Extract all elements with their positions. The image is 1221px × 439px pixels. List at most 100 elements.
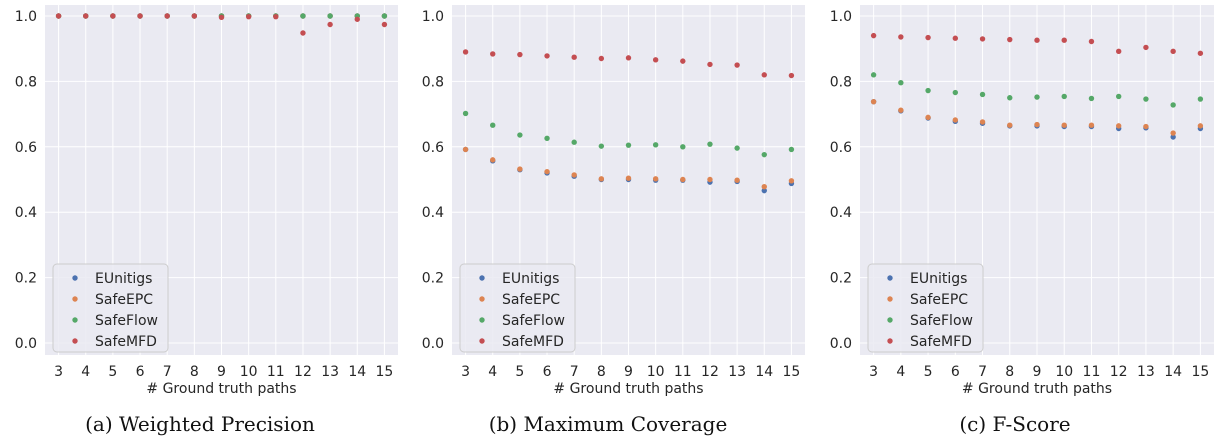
data-point-safeepc (1061, 122, 1067, 128)
data-point-safeepc (598, 176, 605, 182)
data-point-safeepc (517, 166, 523, 172)
data-point-safemfd (1061, 37, 1067, 43)
legend-marker (479, 317, 485, 323)
legend-label: SafeEPC (95, 292, 153, 308)
data-point-safemfd (652, 57, 659, 63)
data-point-safeflow (952, 89, 959, 96)
data-point-safeflow (898, 80, 904, 86)
data-point-safemfd (83, 13, 89, 19)
data-point-safeepc (952, 117, 959, 123)
data-point-safeflow (625, 142, 632, 148)
legend-box (459, 263, 576, 353)
x-tick-label: 9 (624, 364, 633, 380)
data-point-safemfd (870, 32, 877, 39)
legend-marker (479, 338, 485, 344)
data-point-safemfd (788, 72, 795, 79)
x-tick-label: 5 (515, 364, 524, 380)
data-point-safeflow (598, 143, 605, 149)
data-point-safemfd (137, 13, 143, 19)
x-tick-label: 6 (951, 364, 960, 380)
x-tick-label: 3 (869, 364, 878, 380)
data-point-safeflow (1170, 102, 1176, 108)
data-point-safemfd (571, 54, 577, 60)
y-tick-label: 0.6 (830, 140, 852, 156)
data-point-safemfd (218, 14, 225, 21)
x-tick-label: 6 (543, 364, 552, 380)
data-point-safemfd (1007, 36, 1013, 43)
data-point-safemfd (164, 13, 170, 19)
x-tick-label: 10 (240, 364, 258, 380)
data-point-safeepc (734, 177, 740, 183)
data-point-safeepc (870, 98, 877, 105)
data-point-safemfd (707, 61, 713, 68)
data-point-safemfd (734, 62, 740, 68)
data-point-safemfd (979, 36, 986, 42)
legend-label: SafeFlow (910, 313, 973, 329)
data-point-safeepc (1197, 123, 1204, 129)
data-point-safemfd (490, 51, 496, 57)
y-tick-label: 0.4 (15, 205, 37, 221)
x-tick-label: 4 (488, 364, 497, 380)
y-tick-label: 0.8 (15, 74, 37, 90)
y-tick-label: 0.6 (15, 140, 37, 156)
data-point-safeepc (898, 107, 904, 113)
x-tick-label: 14 (348, 364, 366, 380)
x-tick-label: 8 (190, 364, 199, 380)
subfigure-caption: (a) Weighted Precision (85, 412, 315, 436)
data-point-safeflow (925, 87, 931, 94)
legend-label: SafeMFD (910, 334, 972, 350)
data-point-safeflow (1034, 94, 1040, 100)
x-tick-label: 11 (674, 364, 692, 380)
x-tick-label: 5 (924, 364, 933, 380)
legend-label: SafeEPC (910, 292, 968, 308)
data-point-safeflow (1007, 95, 1013, 101)
legend-marker (72, 317, 78, 323)
y-tick-label: 0.8 (422, 74, 444, 90)
chart-panel-3: 0.0 0.2 0.4 0.6 0.8 1.0 3 4 5 6 7 8 9 10 11 12 13 14 15 # G… (830, 5, 1214, 436)
data-point-safeflow (1088, 95, 1095, 102)
y-tick-label: 0.6 (422, 140, 444, 156)
data-point-safemfd (598, 55, 605, 62)
y-tick-label: 0.2 (15, 271, 37, 287)
data-point-safeepc (1170, 130, 1176, 136)
x-tick-label: 8 (1005, 364, 1014, 380)
data-point-safemfd (1170, 48, 1176, 55)
data-point-safeepc (1034, 121, 1040, 128)
data-point-safemfd (1088, 38, 1095, 45)
x-tick-label: 8 (597, 364, 606, 380)
data-point-safeflow (381, 13, 388, 19)
legend-marker (887, 317, 893, 323)
x-tick-label: 10 (1055, 364, 1073, 380)
legend: EUnitigs SafeEPC SafeFlow SafeMFD (867, 263, 984, 353)
x-tick-label: 10 (647, 364, 665, 380)
data-point-safemfd (517, 51, 523, 58)
data-point-safemfd (898, 34, 904, 40)
legend-box (52, 263, 169, 353)
legend-marker (887, 275, 893, 281)
x-axis-label: # Ground truth paths (146, 381, 296, 397)
subfigure-caption: (c) F-Score (959, 412, 1070, 436)
data-point-safeflow (544, 135, 550, 141)
legend-marker (72, 275, 78, 281)
x-tick-label: 11 (267, 364, 285, 380)
x-axis-label: # Ground truth paths (962, 381, 1112, 397)
data-point-safemfd (110, 13, 116, 19)
data-point-safeflow (979, 91, 986, 98)
data-point-safeepc (652, 176, 659, 182)
x-tick-label: 3 (54, 364, 63, 380)
x-tick-label: 12 (294, 364, 312, 380)
x-tick-label: 15 (1191, 364, 1209, 380)
data-point-safeflow (652, 142, 659, 148)
data-point-safemfd (952, 35, 959, 41)
data-point-safeepc (571, 172, 577, 178)
legend-label: EUnitigs (502, 271, 559, 287)
data-point-safeflow (462, 110, 469, 117)
y-tick-label: 0.0 (830, 336, 852, 352)
data-point-safeepc (925, 114, 931, 121)
data-point-safemfd (544, 53, 550, 59)
data-point-safeflow (734, 145, 740, 151)
data-point-safemfd (327, 21, 333, 28)
y-tick-label: 1.0 (15, 9, 37, 25)
legend-label: SafeMFD (95, 334, 157, 350)
